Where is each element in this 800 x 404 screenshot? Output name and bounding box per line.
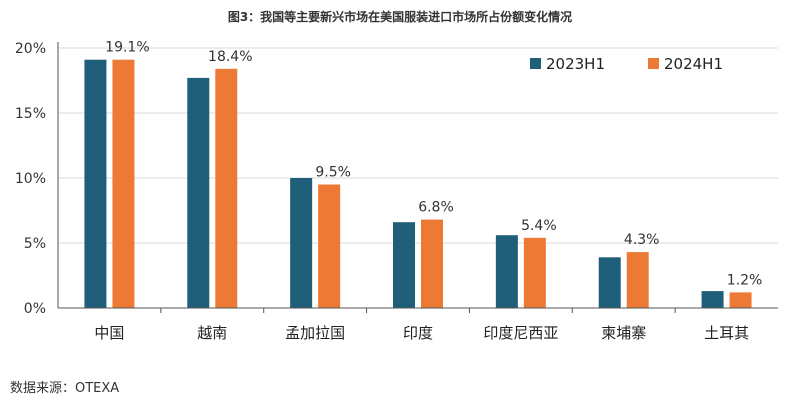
legend-label-2023h1: 2023H1 [546, 55, 605, 73]
chart-title: 图3：我国等主要新兴市场在美国服装进口市场所占份额变化情况 [227, 10, 573, 24]
x-tick-label: 柬埔寨 [601, 324, 646, 342]
legend-swatch-2023h1 [530, 58, 541, 69]
bar-2024h1 [421, 219, 443, 308]
bar-2024h1 [523, 237, 546, 308]
bar-2023h1 [598, 257, 621, 308]
legend-label-2024h1: 2024H1 [664, 55, 723, 73]
data-label: 6.8% [418, 200, 454, 216]
bar-2024h1 [112, 59, 135, 309]
x-tick-label: 印度 [403, 324, 433, 342]
y-tick-label: 0% [24, 301, 46, 317]
y-tick-label: 15% [15, 106, 46, 122]
data-label: 4.3% [624, 232, 660, 248]
y-tick-label: 5% [24, 236, 46, 252]
x-tick-label: 越南 [197, 324, 227, 342]
legend-swatch-2024h1 [648, 58, 659, 69]
bar-2024h1 [318, 184, 341, 308]
grid-lines [58, 47, 778, 244]
x-tick-label: 中国 [94, 324, 124, 342]
x-tick-label: 印度尼西亚 [483, 324, 558, 342]
data-source: 数据来源：OTEXA [10, 381, 120, 396]
x-tick-label: 土耳其 [704, 324, 749, 342]
bar-2023h1 [701, 291, 724, 308]
bars [84, 59, 752, 309]
bar-2023h1 [187, 77, 210, 309]
data-label: 19.1% [105, 40, 149, 56]
y-tick-label: 20% [15, 41, 46, 57]
bar-2023h1 [84, 59, 107, 309]
data-labels: 19.1% 18.4% 9.5% 6.8% 5.4% 4.3% 1.2% [105, 40, 762, 289]
bar-2024h1 [729, 292, 752, 308]
data-label: 9.5% [315, 165, 351, 181]
bar-2023h1 [495, 235, 518, 308]
x-tick-label: 孟加拉国 [285, 324, 345, 342]
bar-2023h1 [393, 222, 415, 308]
axes: 0% 5% 10% 15% 20% 中国 越南 孟加拉国 印度 印度尼西亚 柬埔寨 土耳其 [15, 41, 778, 342]
data-label: 5.4% [521, 218, 557, 234]
data-label: 1.2% [727, 272, 763, 288]
legend: 2023H1 2024H1 [530, 55, 723, 73]
bar-2023h1 [290, 178, 313, 308]
bar-2024h1 [626, 252, 649, 308]
data-label: 18.4% [208, 49, 252, 65]
y-tick-label: 10% [15, 171, 46, 187]
bar-2024h1 [215, 68, 238, 308]
